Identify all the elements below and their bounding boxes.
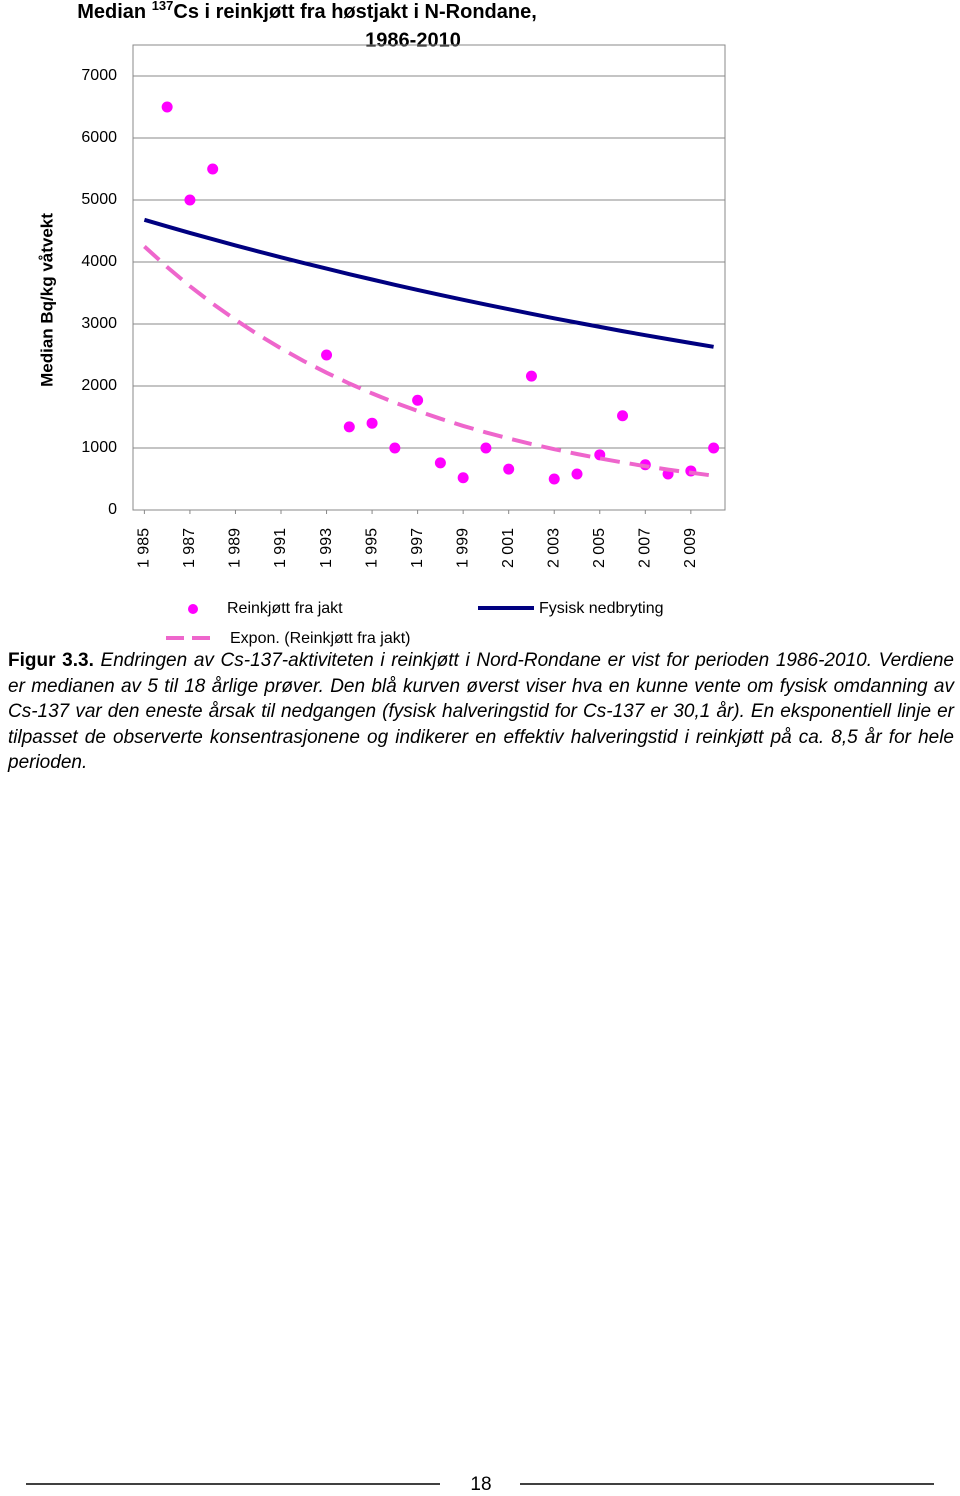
plot-area: [132, 44, 726, 511]
title-superscript: 137: [152, 0, 174, 13]
x-tick-label: 1 995: [363, 528, 380, 568]
y-tick-label: 4000: [81, 253, 117, 270]
legend-label: Fysisk nedbryting: [539, 600, 664, 617]
x-tick-label: 1 999: [454, 528, 471, 568]
y-tick-label: 3000: [81, 315, 117, 332]
data-point: [548, 473, 560, 485]
y-tick-label: 0: [108, 501, 117, 518]
caption: Figur 3.3. Endringen av Cs-137-aktivitet…: [8, 648, 954, 776]
page-number: 18: [470, 1474, 491, 1495]
x-tick-label: 1 993: [318, 528, 335, 568]
x-tick-label: 1 997: [409, 528, 426, 568]
data-line: [143, 245, 714, 478]
data-point: [434, 457, 446, 469]
x-tick-label: 1 987: [181, 528, 198, 568]
data-point: [184, 194, 196, 206]
x-tick-label: 2 007: [637, 528, 654, 568]
chart-title-line2: 1986-2010: [365, 29, 461, 51]
data-point: [571, 468, 583, 480]
x-tick-label: 1 985: [136, 528, 153, 568]
x-tick-label: 2 003: [545, 528, 562, 568]
data-point: [161, 101, 173, 113]
data-point: [525, 370, 537, 382]
chart-title: Median 137Cs i reinkjøtt fra høstjakt i …: [77, 0, 537, 23]
data-point: [321, 349, 333, 361]
data-point: [389, 442, 401, 454]
legend-label: Expon. (Reinkjøtt fra jakt): [230, 630, 411, 647]
data-point: [207, 163, 219, 175]
x-tick-label: 2 005: [591, 528, 608, 568]
data-point: [343, 421, 355, 433]
y-tick-label: 6000: [81, 129, 117, 146]
y-tick-label: 2000: [81, 377, 117, 394]
legend-label: Reinkjøtt fra jakt: [227, 600, 343, 617]
x-tick-label: 1 991: [272, 528, 289, 568]
title-rest: Cs i reinkjøtt fra høstjakt i N-Rondane,: [173, 1, 536, 23]
y-tick-label: 5000: [81, 191, 117, 208]
footer: 18: [26, 1474, 934, 1495]
x-tick-label: 1 989: [227, 528, 244, 568]
caption-label: Figur 3.3.: [8, 650, 94, 671]
data-point: [366, 417, 378, 429]
chart: Median 137Cs i reinkjøtt fra høstjakt i …: [37, 0, 726, 647]
data-point: [457, 472, 469, 484]
title-prefix: Median: [77, 1, 146, 23]
y-tick-label: 1000: [81, 439, 117, 456]
data-point: [708, 442, 720, 454]
legend-marker: [188, 604, 198, 614]
x-tick-label: 2 001: [500, 528, 517, 568]
caption-text: Endringen av Cs-137-aktiviteten i reinkj…: [8, 650, 954, 773]
data-point: [480, 442, 492, 454]
y-tick-label: 7000: [81, 67, 117, 84]
data-point: [412, 394, 424, 406]
data-line: [143, 217, 714, 349]
data-point: [617, 410, 629, 422]
y-axis-label: Median Bq/kg våtvekt: [37, 213, 56, 387]
x-tick-label: 2 009: [682, 528, 699, 568]
data-point: [503, 463, 515, 475]
